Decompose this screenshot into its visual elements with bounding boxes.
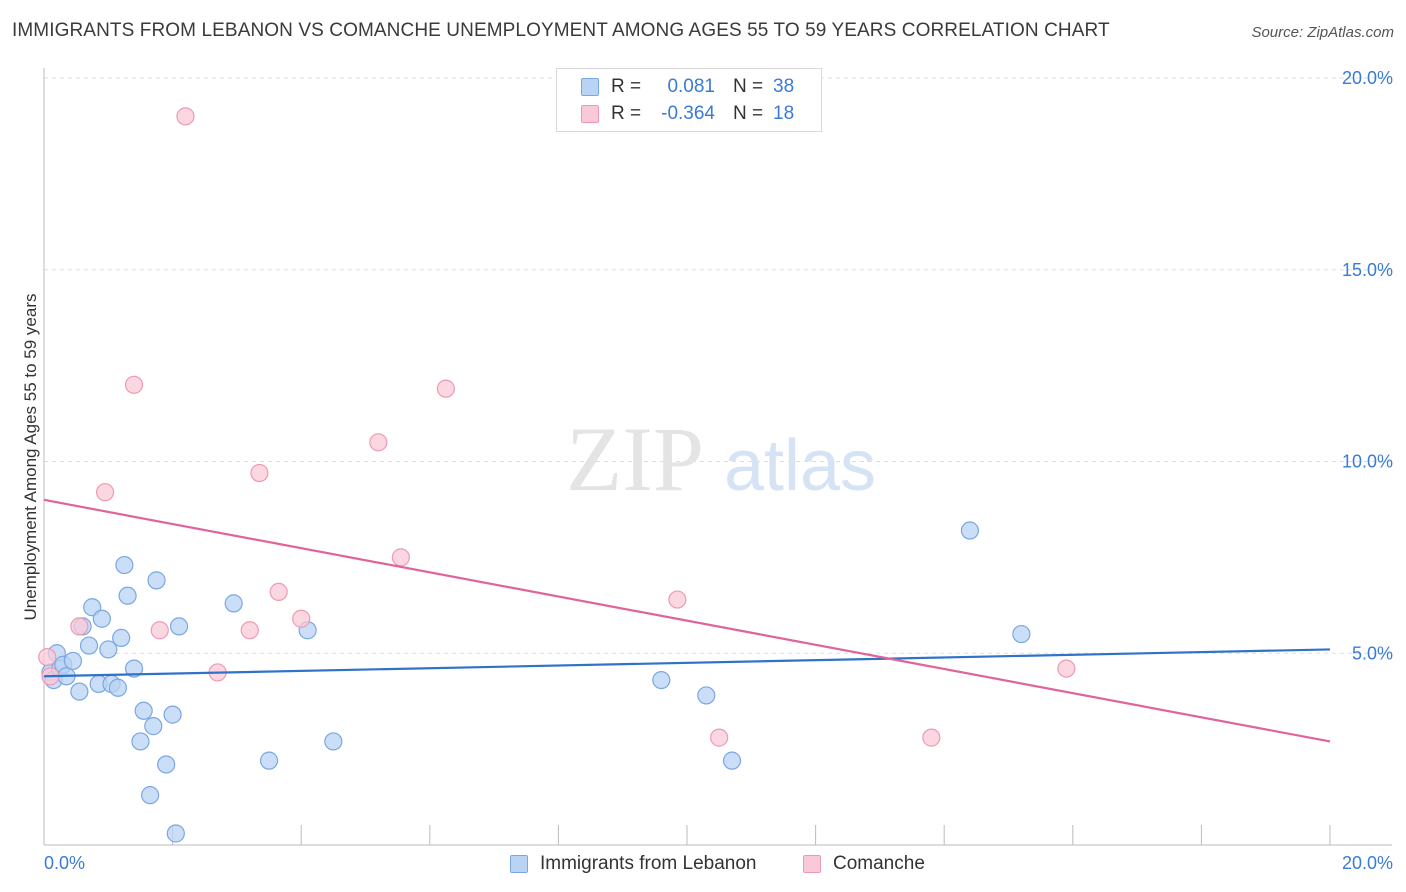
y-axis-label: Unemployment Among Ages 55 to 59 years — [21, 294, 40, 621]
comanche-point — [668, 590, 687, 609]
lebanon-point — [118, 586, 137, 605]
source-label: Source: ZipAtlas.com — [1251, 24, 1394, 41]
lebanon-point — [108, 678, 128, 697]
r-label: R = — [611, 76, 642, 97]
watermark-zip: ZIP — [566, 408, 704, 510]
lebanon-point — [259, 751, 279, 770]
comanche-point — [240, 621, 259, 640]
comanche-point — [95, 483, 115, 502]
lebanon-point — [134, 701, 153, 720]
lebanon-point — [166, 824, 185, 843]
x-tick-label: 0.0% — [44, 853, 85, 873]
axes — [43, 68, 1392, 846]
lebanon-point — [99, 640, 118, 659]
comanche-point — [124, 375, 144, 394]
lebanon-point — [157, 755, 176, 774]
comanche-trend-line — [43, 498, 1331, 743]
stats-legend: R = 0.081 N = 38 R = -0.364 N = 18 — [556, 68, 822, 132]
y-tick-label: 10.0% — [1342, 452, 1393, 472]
x-tick-label: 20.0% — [1342, 853, 1393, 873]
lebanon-point — [124, 659, 144, 678]
lebanon-point — [70, 682, 89, 701]
comanche-point — [250, 463, 269, 483]
watermark-atlas: atlas — [724, 426, 876, 506]
n-label: N = — [733, 103, 764, 124]
grid-lines — [44, 77, 1390, 654]
trend-lines — [43, 498, 1331, 743]
y-tick-label: 15.0% — [1342, 260, 1393, 280]
lebanon-point — [722, 751, 742, 770]
comanche-point — [436, 379, 455, 398]
chart-title: IMMIGRANTS FROM LEBANON VS COMANCHE UNEM… — [12, 20, 1110, 41]
lebanon-point — [131, 732, 150, 751]
r-label: R = — [611, 103, 642, 124]
legend-item-lebanon[interactable]: Immigrants from Lebanon — [510, 852, 757, 876]
lebanon-point — [960, 521, 980, 540]
lebanon-point — [652, 670, 671, 690]
legend-label-lebanon: Immigrants from Lebanon — [540, 853, 757, 874]
lebanon-point — [1012, 624, 1031, 644]
lebanon-point — [115, 555, 134, 575]
lebanon-point — [163, 705, 182, 724]
n-value: 38 — [773, 76, 795, 97]
lebanon-point — [63, 651, 83, 671]
comanche-point — [38, 647, 57, 667]
lebanon-trend-line — [43, 648, 1331, 678]
y-tick-label: 5.0% — [1352, 643, 1393, 663]
n-value: 18 — [773, 103, 795, 124]
lebanon-point — [112, 628, 131, 648]
lebanon-swatch — [510, 855, 528, 873]
comanche-point — [922, 728, 941, 747]
comanche-point — [369, 433, 388, 452]
legend-row-lebanon: R = 0.081 N = 38 — [581, 76, 794, 98]
legend-item-comanche[interactable]: Comanche — [803, 852, 925, 876]
n-label: N = — [733, 76, 764, 97]
comanche-point — [269, 582, 288, 601]
comanche-point — [391, 548, 410, 567]
comanche-point — [150, 621, 169, 640]
tick-labels: 5.0% 10.0% 15.0% 20.0% 0.0% 20.0% — [44, 68, 1393, 873]
lebanon-point — [147, 571, 166, 590]
comanche-swatch — [803, 855, 821, 873]
lebanon-swatch — [581, 78, 599, 96]
comanche-point — [292, 609, 311, 628]
lebanon-point — [79, 636, 99, 655]
legend-label-comanche: Comanche — [833, 853, 925, 874]
lebanon-point — [697, 686, 716, 705]
comanche-point — [710, 728, 729, 747]
comanche-point — [176, 107, 195, 126]
y-tick-label: 20.0% — [1342, 68, 1393, 88]
lebanon-point — [224, 594, 243, 613]
lebanon-point — [140, 786, 160, 805]
lebanon-point — [144, 717, 163, 736]
lebanon-point — [169, 617, 189, 636]
comanche-point — [70, 617, 89, 636]
lebanon-point — [324, 732, 343, 751]
data-points — [38, 107, 1076, 843]
lebanon-point — [92, 609, 111, 628]
comanche-point — [1057, 659, 1076, 678]
comanche-swatch — [581, 105, 599, 123]
r-value: 0.081 — [667, 76, 715, 97]
r-value: -0.364 — [661, 103, 715, 124]
legend-row-comanche: R = -0.364 N = 18 — [581, 103, 794, 125]
